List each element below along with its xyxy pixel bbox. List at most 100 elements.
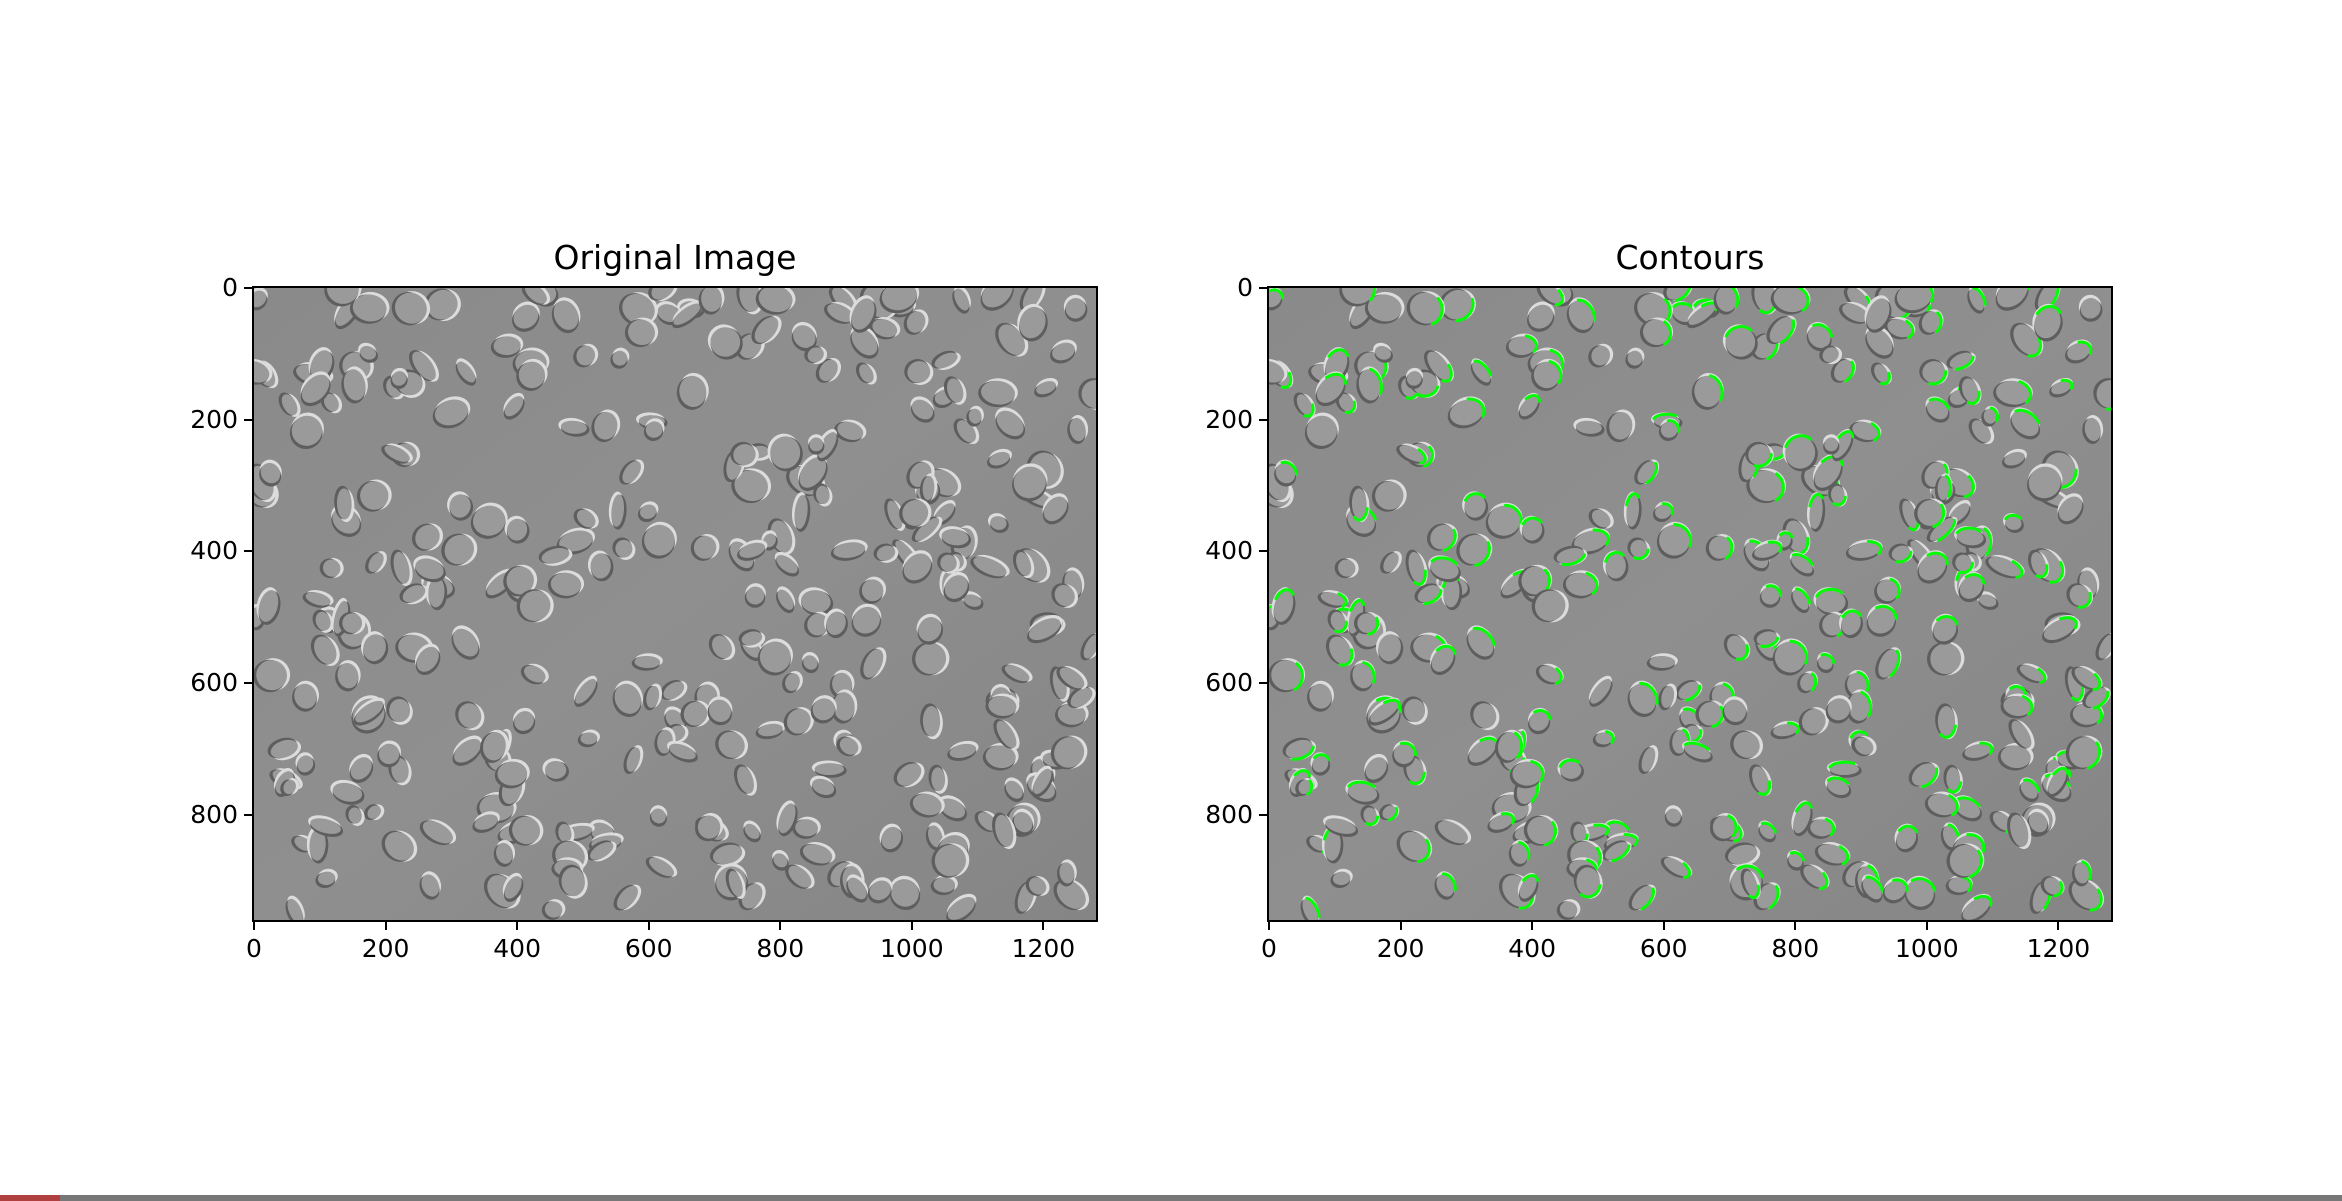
- cell: [799, 841, 836, 866]
- cell: [966, 405, 984, 427]
- cell: [1675, 680, 1703, 702]
- y-tick-label: 200: [190, 404, 238, 434]
- cell: [413, 555, 446, 583]
- cell: [911, 641, 950, 676]
- cell: [648, 288, 678, 302]
- cell: [1798, 707, 1829, 736]
- cell: [889, 875, 921, 911]
- cell: [1625, 347, 1645, 369]
- cell: [637, 501, 659, 523]
- cell: [1926, 641, 1965, 676]
- cell: [1914, 498, 1947, 529]
- contour: [1291, 745, 1315, 761]
- cell: [1870, 362, 1892, 386]
- y-tick: [1259, 550, 1267, 553]
- cell: [1602, 550, 1629, 582]
- cell: [308, 815, 344, 837]
- cell: [472, 811, 500, 833]
- x-tick-label: 400: [493, 934, 541, 963]
- panel-contours: Contours 0 200 400 600 800 1000 1200 0 200 400 600…: [1205, 238, 2113, 963]
- cell: [1943, 764, 1963, 794]
- cell: [830, 539, 868, 561]
- contour: [1765, 584, 1783, 597]
- cell: [612, 537, 636, 560]
- y-tick: [1259, 682, 1267, 684]
- cell: [547, 570, 585, 599]
- contour: [1334, 620, 1348, 634]
- cell: [851, 603, 882, 637]
- cell: [782, 671, 803, 694]
- cell: [267, 737, 302, 761]
- contour: [1349, 598, 1366, 612]
- contour: [1280, 371, 1293, 389]
- contour: [1920, 767, 1939, 789]
- cell: [672, 300, 703, 329]
- cell: [869, 317, 901, 340]
- cell: [356, 479, 392, 512]
- contour: [2092, 673, 2102, 691]
- y-tick: [1259, 287, 1267, 289]
- contour: [1604, 730, 1615, 744]
- contour: [1810, 672, 1818, 692]
- cell: [660, 680, 688, 701]
- cell: [904, 359, 934, 385]
- cell: [2019, 777, 2041, 802]
- cell: [1300, 895, 1321, 920]
- contour: [1666, 419, 1681, 433]
- contour: [1409, 771, 1426, 786]
- contour: [1521, 516, 1543, 526]
- contour: [1954, 355, 1975, 371]
- cell: [830, 689, 858, 724]
- cell: [849, 295, 877, 333]
- cell: [695, 812, 724, 842]
- contour: [1306, 779, 1314, 796]
- cell: [551, 297, 581, 334]
- contour: [1779, 319, 1796, 345]
- cell: [1505, 333, 1539, 358]
- cell: [364, 804, 385, 821]
- contour: [1474, 541, 1491, 567]
- cell: [1269, 658, 1306, 693]
- cell: [1519, 515, 1545, 544]
- contour: [1724, 536, 1734, 560]
- y-tick-label: 600: [190, 668, 238, 697]
- cell: [1634, 459, 1660, 485]
- cell: [1946, 843, 1985, 879]
- y-tick-label: 600: [1205, 668, 1253, 697]
- cell: [811, 760, 847, 778]
- cell: [2078, 294, 2103, 322]
- cell: [939, 526, 972, 549]
- y-tick: [244, 813, 252, 816]
- cell: [930, 874, 958, 896]
- cell: [1839, 608, 1863, 639]
- cell: [1993, 378, 2033, 408]
- contour: [1735, 644, 1749, 661]
- cell: [931, 843, 970, 878]
- cell: [982, 742, 1019, 771]
- cell: [1535, 663, 1564, 685]
- x-tick-label: 1000: [1895, 934, 1959, 963]
- cell: [1405, 549, 1428, 586]
- contour: [2027, 336, 2042, 358]
- contour: [1828, 760, 1856, 769]
- cell: [978, 378, 1018, 408]
- cell: [744, 583, 766, 608]
- cell: [1691, 372, 1724, 410]
- cell: [1053, 879, 1090, 911]
- contour: [1338, 648, 1354, 667]
- cell: [292, 680, 319, 712]
- cell: [1797, 671, 1818, 694]
- contour: [1522, 874, 1540, 882]
- cell: [1466, 625, 1496, 660]
- contour: [1293, 769, 1312, 778]
- cell: [810, 695, 837, 724]
- cell: [1282, 737, 1317, 761]
- contour: [1399, 741, 1417, 757]
- contour: [1889, 649, 1901, 678]
- contour: [2035, 564, 2049, 579]
- cell: [1904, 875, 1937, 911]
- cell: [987, 513, 1009, 533]
- cell: [613, 884, 642, 911]
- x-tick-label: 800: [756, 934, 805, 963]
- cell: [1364, 291, 1405, 324]
